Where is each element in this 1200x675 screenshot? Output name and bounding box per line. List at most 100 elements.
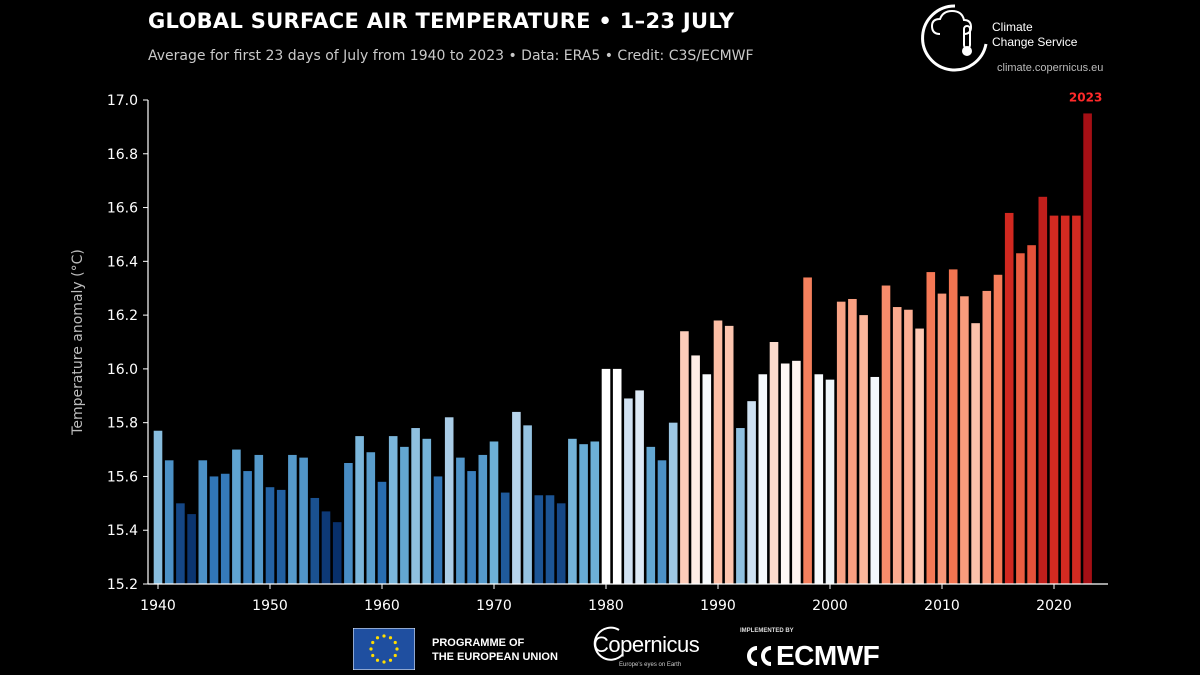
- ecmwf-name: ECMWF: [776, 640, 880, 671]
- logo-name-line2: Change Service: [992, 35, 1078, 49]
- eu-line1: PROGRAMME OF: [432, 637, 525, 649]
- bar-2012: [960, 296, 969, 584]
- y-tick-label: 17.0: [107, 93, 138, 109]
- bar-2008: [915, 328, 924, 584]
- bar-1973: [523, 425, 532, 584]
- bar-1988: [691, 355, 700, 584]
- y-tick-label: 16.4: [107, 254, 138, 270]
- y-tick-label: 15.4: [107, 523, 138, 539]
- bar-1979: [590, 441, 600, 584]
- bar-1974: [534, 495, 544, 584]
- bar-1947: [232, 449, 241, 584]
- y-tick-label: 16.8: [107, 147, 138, 163]
- eu-star: [371, 640, 375, 645]
- bar-1985: [657, 460, 667, 584]
- bar-1978: [579, 444, 588, 584]
- eu-star: [382, 634, 386, 638]
- bar-1945: [209, 476, 219, 584]
- bar-2020: [1049, 215, 1059, 584]
- bar-2021: [1060, 215, 1070, 584]
- eu-star: [371, 653, 375, 658]
- bar-1998: [803, 277, 812, 584]
- bar-1967: [456, 457, 465, 584]
- bar-2017: [1016, 253, 1025, 584]
- bar-2002: [848, 298, 857, 584]
- bar-1999: [814, 374, 824, 584]
- copernicus-tagline: Europe's eyes on Earth: [619, 662, 682, 668]
- bar-2018: [1027, 245, 1036, 584]
- x-tick-label: 1980: [588, 598, 624, 614]
- bar-2006: [892, 307, 902, 584]
- bar-1942: [176, 503, 185, 584]
- highlight-year-label: 2023: [1069, 90, 1102, 104]
- eu-star: [369, 647, 373, 651]
- bar-1990: [713, 320, 723, 584]
- copernicus-name: Copernicus: [593, 632, 700, 657]
- ecmwf-logo[interactable]: IMPLEMENTED BY ECMWF: [740, 626, 910, 674]
- climate-change-service-logo[interactable]: Climate Change Service climate.copernicu…: [920, 0, 1160, 80]
- bar-2007: [904, 309, 913, 584]
- bar-1956: [332, 522, 342, 584]
- bar-1984: [646, 446, 656, 584]
- bar-1994: [758, 374, 768, 584]
- ecmwf-waves-icon: [747, 646, 772, 666]
- logo-url[interactable]: climate.copernicus.eu: [997, 62, 1104, 74]
- bar-2005: [881, 285, 891, 584]
- copernicus-logo[interactable]: Copernicus Europe's eyes on Earth: [593, 624, 713, 674]
- y-tick-label: 16.0: [107, 362, 138, 378]
- bar-1953: [299, 457, 308, 584]
- temperature-bar-chart: Temperature anomaly (°C) 15.2 15.4 15.6 15.8…: [70, 90, 1108, 614]
- bar-1997: [792, 360, 801, 584]
- eu-star: [393, 653, 397, 658]
- x-tick-label: 2000: [812, 598, 848, 614]
- bar-1989: [702, 374, 712, 584]
- eu-flag-icon: [353, 628, 415, 670]
- bar-1970: [489, 441, 499, 584]
- bar-1962: [400, 446, 409, 584]
- eu-programme-label: PROGRAMME OF THE EUROPEAN UNION: [432, 636, 558, 664]
- y-tick-label: 16.6: [107, 201, 138, 217]
- bar-1996: [780, 363, 790, 584]
- bar-1972: [512, 411, 521, 584]
- bar-1969: [478, 454, 488, 584]
- bar-2014: [982, 290, 992, 584]
- bar-1948: [243, 471, 252, 584]
- bar-2022: [1072, 215, 1081, 584]
- bar-1975: [545, 495, 555, 584]
- bar-1954: [310, 497, 320, 584]
- footer-logos: PROGRAMME OF THE EUROPEAN UNION Copernic…: [0, 618, 1200, 675]
- y-tick-label: 15.6: [107, 469, 138, 485]
- eu-star: [395, 647, 399, 651]
- eu-line2: THE EUROPEAN UNION: [432, 651, 558, 663]
- eu-star: [393, 640, 397, 645]
- bar-1965: [433, 476, 443, 584]
- y-axis-label: Temperature anomaly (°C): [70, 249, 86, 436]
- logo-name: Climate Change Service: [992, 20, 1077, 50]
- bar-2023: [1083, 113, 1092, 584]
- bar-1943: [187, 514, 196, 584]
- bar-1950: [265, 487, 275, 584]
- y-tick-label: 16.2: [107, 308, 138, 324]
- bar-1940: [153, 430, 163, 584]
- bar-2016: [1004, 212, 1014, 584]
- bar-2009: [926, 272, 936, 584]
- x-tick-label: 1940: [140, 598, 176, 614]
- bar-1980: [601, 368, 611, 584]
- ecmwf-implemented-label: IMPLEMENTED BY: [740, 628, 794, 634]
- bar-1968: [467, 471, 476, 584]
- bar-1951: [276, 489, 286, 584]
- bar-1971: [500, 492, 510, 584]
- y-tick-label: 15.8: [107, 416, 138, 432]
- bar-1946: [220, 473, 230, 584]
- bar-1949: [254, 454, 264, 584]
- eu-star: [382, 660, 386, 664]
- x-tick-label: 1960: [364, 598, 400, 614]
- bar-1987: [680, 331, 689, 584]
- bar-1986: [668, 422, 678, 584]
- copernicus-arc-icon: [593, 626, 624, 661]
- bar-1976: [556, 503, 566, 584]
- eu-star: [375, 658, 380, 662]
- bar-1977: [568, 438, 577, 584]
- bar-1995: [769, 342, 779, 584]
- bar-1944: [198, 460, 208, 584]
